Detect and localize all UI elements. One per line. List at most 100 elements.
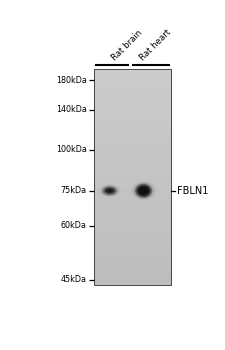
Bar [94,263,171,266]
Bar [94,223,171,225]
Bar [94,131,171,134]
Bar [94,88,171,91]
Bar [94,128,171,131]
Bar [94,112,171,115]
Bar [94,182,171,185]
Bar [94,206,171,209]
Bar [94,150,171,153]
Ellipse shape [135,183,152,198]
Bar [94,158,171,161]
Bar [94,166,171,169]
Ellipse shape [105,188,114,194]
Ellipse shape [141,189,146,192]
Ellipse shape [136,184,151,197]
Bar [94,120,171,123]
Bar [94,196,171,198]
Bar [94,188,171,190]
Bar [94,107,171,109]
Bar [94,91,171,93]
Ellipse shape [109,190,111,191]
Bar [94,96,171,99]
Bar [94,198,171,201]
Bar [94,185,171,188]
Bar [94,145,171,147]
Text: Rat brain: Rat brain [110,28,144,62]
Bar [94,209,171,212]
Bar [94,77,171,80]
Bar [94,239,171,241]
Bar [94,174,171,177]
Bar [94,220,171,223]
Bar [94,274,171,276]
Ellipse shape [142,190,145,192]
Bar [94,201,171,204]
Bar [94,217,171,220]
Ellipse shape [137,185,151,196]
Bar [94,69,171,285]
Bar [94,85,171,88]
Bar [94,244,171,247]
Bar [94,99,171,101]
Bar [94,163,171,166]
Bar [94,172,171,174]
Bar [94,126,171,128]
Ellipse shape [133,182,154,199]
Bar [94,101,171,104]
Bar [94,93,171,96]
Ellipse shape [134,183,153,198]
Bar [94,215,171,217]
Ellipse shape [138,186,149,196]
Bar [94,250,171,252]
Ellipse shape [104,187,116,195]
Bar [94,123,171,126]
Bar [94,109,171,112]
Ellipse shape [140,188,147,194]
Bar [94,276,171,279]
Ellipse shape [104,187,115,194]
Bar [94,72,171,74]
Bar [94,115,171,118]
Ellipse shape [106,188,114,194]
Ellipse shape [107,189,113,193]
Bar [94,153,171,155]
Bar [94,225,171,228]
Ellipse shape [135,184,152,197]
Bar [94,271,171,274]
Ellipse shape [108,189,112,192]
Ellipse shape [141,189,146,192]
Bar [94,252,171,255]
Bar [94,241,171,244]
Bar [94,279,171,282]
Ellipse shape [139,187,148,195]
Bar [94,258,171,260]
Ellipse shape [137,185,150,196]
Bar [94,228,171,231]
Ellipse shape [140,188,147,194]
Bar [94,180,171,182]
Bar [94,255,171,258]
Text: Rat heart: Rat heart [138,28,172,62]
Bar [94,266,171,268]
Bar [94,177,171,180]
Ellipse shape [103,187,116,195]
Ellipse shape [139,187,148,195]
Text: 60kDa: 60kDa [61,221,87,230]
Bar [94,204,171,206]
Ellipse shape [142,190,145,192]
Bar [94,247,171,250]
Bar [94,134,171,136]
Ellipse shape [106,189,113,193]
Bar [94,104,171,107]
Text: 100kDa: 100kDa [56,145,87,154]
Bar [94,83,171,85]
Text: FBLN1: FBLN1 [177,186,209,196]
Bar [94,236,171,239]
Bar [94,136,171,139]
Ellipse shape [101,186,118,196]
Ellipse shape [138,186,149,195]
Bar [94,80,171,83]
Ellipse shape [108,189,112,192]
Text: 45kDa: 45kDa [61,275,87,284]
Ellipse shape [105,189,115,193]
Text: 75kDa: 75kDa [61,186,87,195]
